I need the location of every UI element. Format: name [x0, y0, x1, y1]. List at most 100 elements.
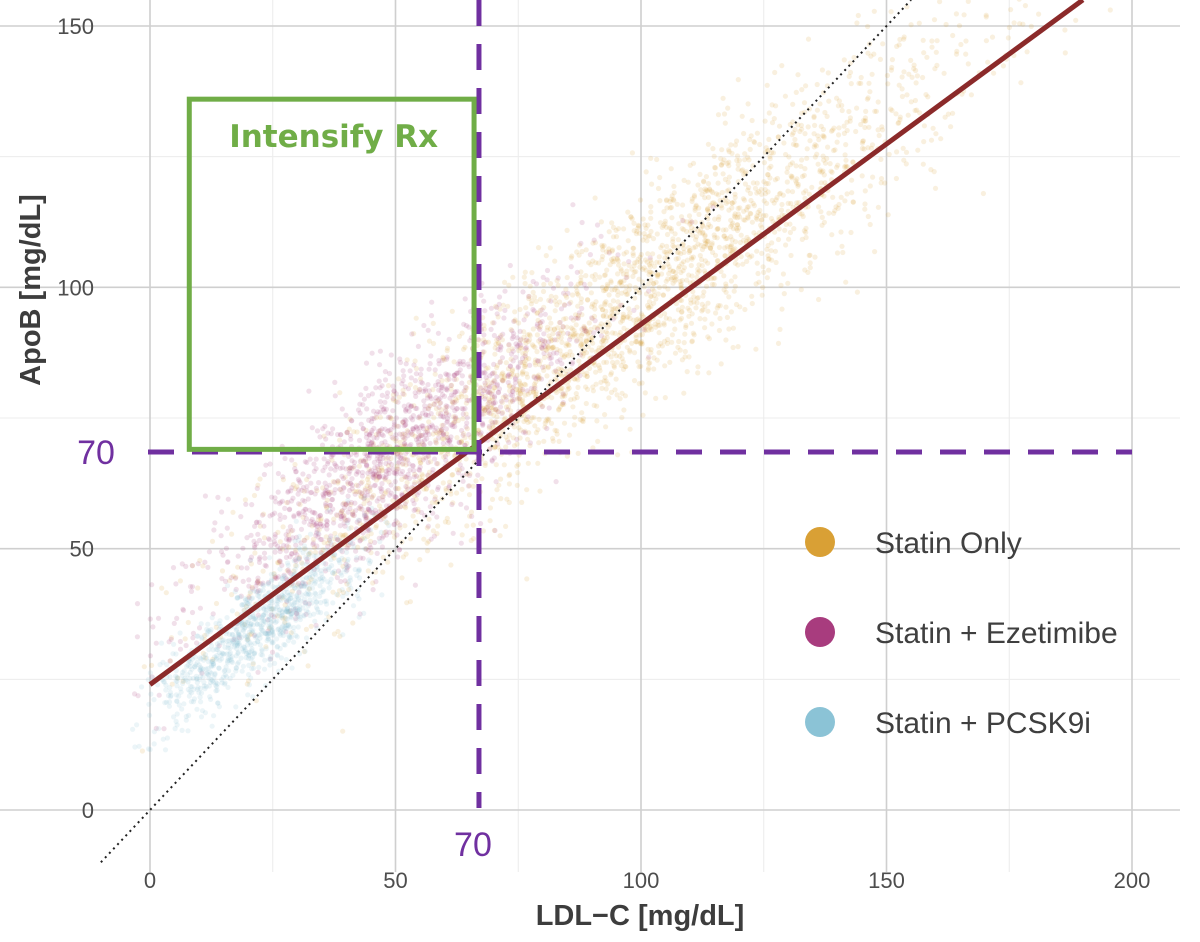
- data-point: [534, 349, 540, 355]
- data-point: [385, 454, 391, 461]
- data-point: [611, 255, 617, 261]
- data-point: [749, 293, 755, 299]
- data-point: [423, 496, 429, 502]
- data-point: [535, 427, 541, 433]
- data-point: [734, 222, 741, 228]
- data-point: [373, 477, 380, 483]
- data-point: [394, 451, 400, 457]
- data-point: [854, 20, 860, 26]
- data-point: [604, 335, 610, 341]
- data-point: [282, 505, 288, 511]
- data-point: [424, 548, 431, 554]
- data-point: [355, 568, 361, 574]
- data-point: [305, 663, 311, 669]
- data-point: [323, 534, 329, 540]
- data-point: [953, 51, 960, 57]
- data-point: [598, 304, 604, 310]
- data-point: [496, 294, 503, 300]
- data-point: [509, 368, 515, 374]
- data-point: [311, 544, 318, 550]
- data-point: [600, 307, 606, 313]
- data-point: [358, 457, 364, 463]
- data-point: [599, 306, 606, 313]
- data-point: [523, 355, 529, 361]
- data-point: [558, 385, 564, 392]
- data-point: [296, 478, 302, 484]
- data-point: [637, 264, 643, 270]
- data-point: [575, 303, 581, 309]
- data-point: [293, 518, 299, 524]
- data-point: [188, 588, 195, 595]
- x-tick-label: 100: [623, 868, 660, 893]
- data-point: [425, 405, 431, 411]
- data-point: [383, 406, 389, 412]
- data-point: [341, 485, 347, 491]
- legend-label: Statin + Ezetimibe: [875, 617, 1118, 650]
- data-point: [406, 461, 412, 467]
- data-point: [654, 272, 660, 278]
- data-point: [344, 590, 350, 597]
- data-point: [855, 12, 861, 19]
- data-point: [266, 537, 273, 543]
- data-point: [634, 259, 640, 265]
- data-point: [569, 352, 575, 358]
- data-point: [736, 225, 742, 231]
- data-point: [229, 658, 235, 664]
- data-point: [481, 411, 487, 417]
- data-point: [621, 325, 627, 331]
- data-point: [557, 330, 563, 336]
- data-point: [721, 157, 727, 163]
- data-point: [814, 81, 820, 88]
- data-point: [393, 486, 399, 492]
- data-point: [575, 450, 581, 456]
- data-point: [311, 522, 317, 528]
- data-point: [205, 621, 211, 627]
- data-point: [920, 161, 926, 167]
- data-point: [232, 589, 238, 595]
- data-point: [583, 326, 589, 332]
- data-point: [412, 506, 418, 512]
- data-point: [637, 254, 643, 260]
- data-point: [604, 281, 610, 287]
- data-point: [750, 163, 756, 169]
- data-point: [458, 439, 464, 445]
- data-point: [612, 314, 618, 320]
- data-point: [913, 67, 919, 74]
- data-point: [677, 317, 683, 323]
- data-point: [222, 680, 228, 686]
- data-point: [749, 253, 755, 259]
- data-point: [416, 455, 422, 461]
- data-point: [659, 224, 665, 230]
- data-point: [421, 398, 427, 404]
- data-point: [961, 12, 967, 18]
- data-point: [807, 252, 813, 258]
- data-point: [687, 247, 693, 254]
- data-point: [490, 422, 496, 428]
- data-point: [435, 431, 441, 437]
- data-point: [709, 242, 715, 248]
- data-point: [799, 157, 805, 163]
- data-point: [412, 471, 418, 477]
- data-point: [621, 278, 627, 284]
- data-point: [506, 383, 512, 389]
- data-point: [341, 500, 347, 506]
- data-point: [314, 488, 320, 494]
- data-point: [696, 262, 702, 268]
- data-point: [751, 230, 757, 236]
- data-point: [589, 315, 595, 321]
- data-point: [506, 473, 512, 479]
- data-point: [334, 591, 340, 598]
- data-point: [366, 474, 372, 480]
- data-point: [410, 513, 416, 519]
- data-point: [619, 318, 626, 324]
- data-point: [486, 410, 492, 416]
- data-point: [561, 316, 567, 322]
- data-point: [664, 340, 671, 347]
- data-point: [630, 250, 636, 256]
- data-point: [478, 521, 484, 527]
- data-point: [338, 578, 344, 585]
- data-point: [386, 370, 393, 377]
- series-1: [132, 202, 716, 732]
- data-point: [544, 327, 550, 333]
- data-point: [520, 350, 526, 356]
